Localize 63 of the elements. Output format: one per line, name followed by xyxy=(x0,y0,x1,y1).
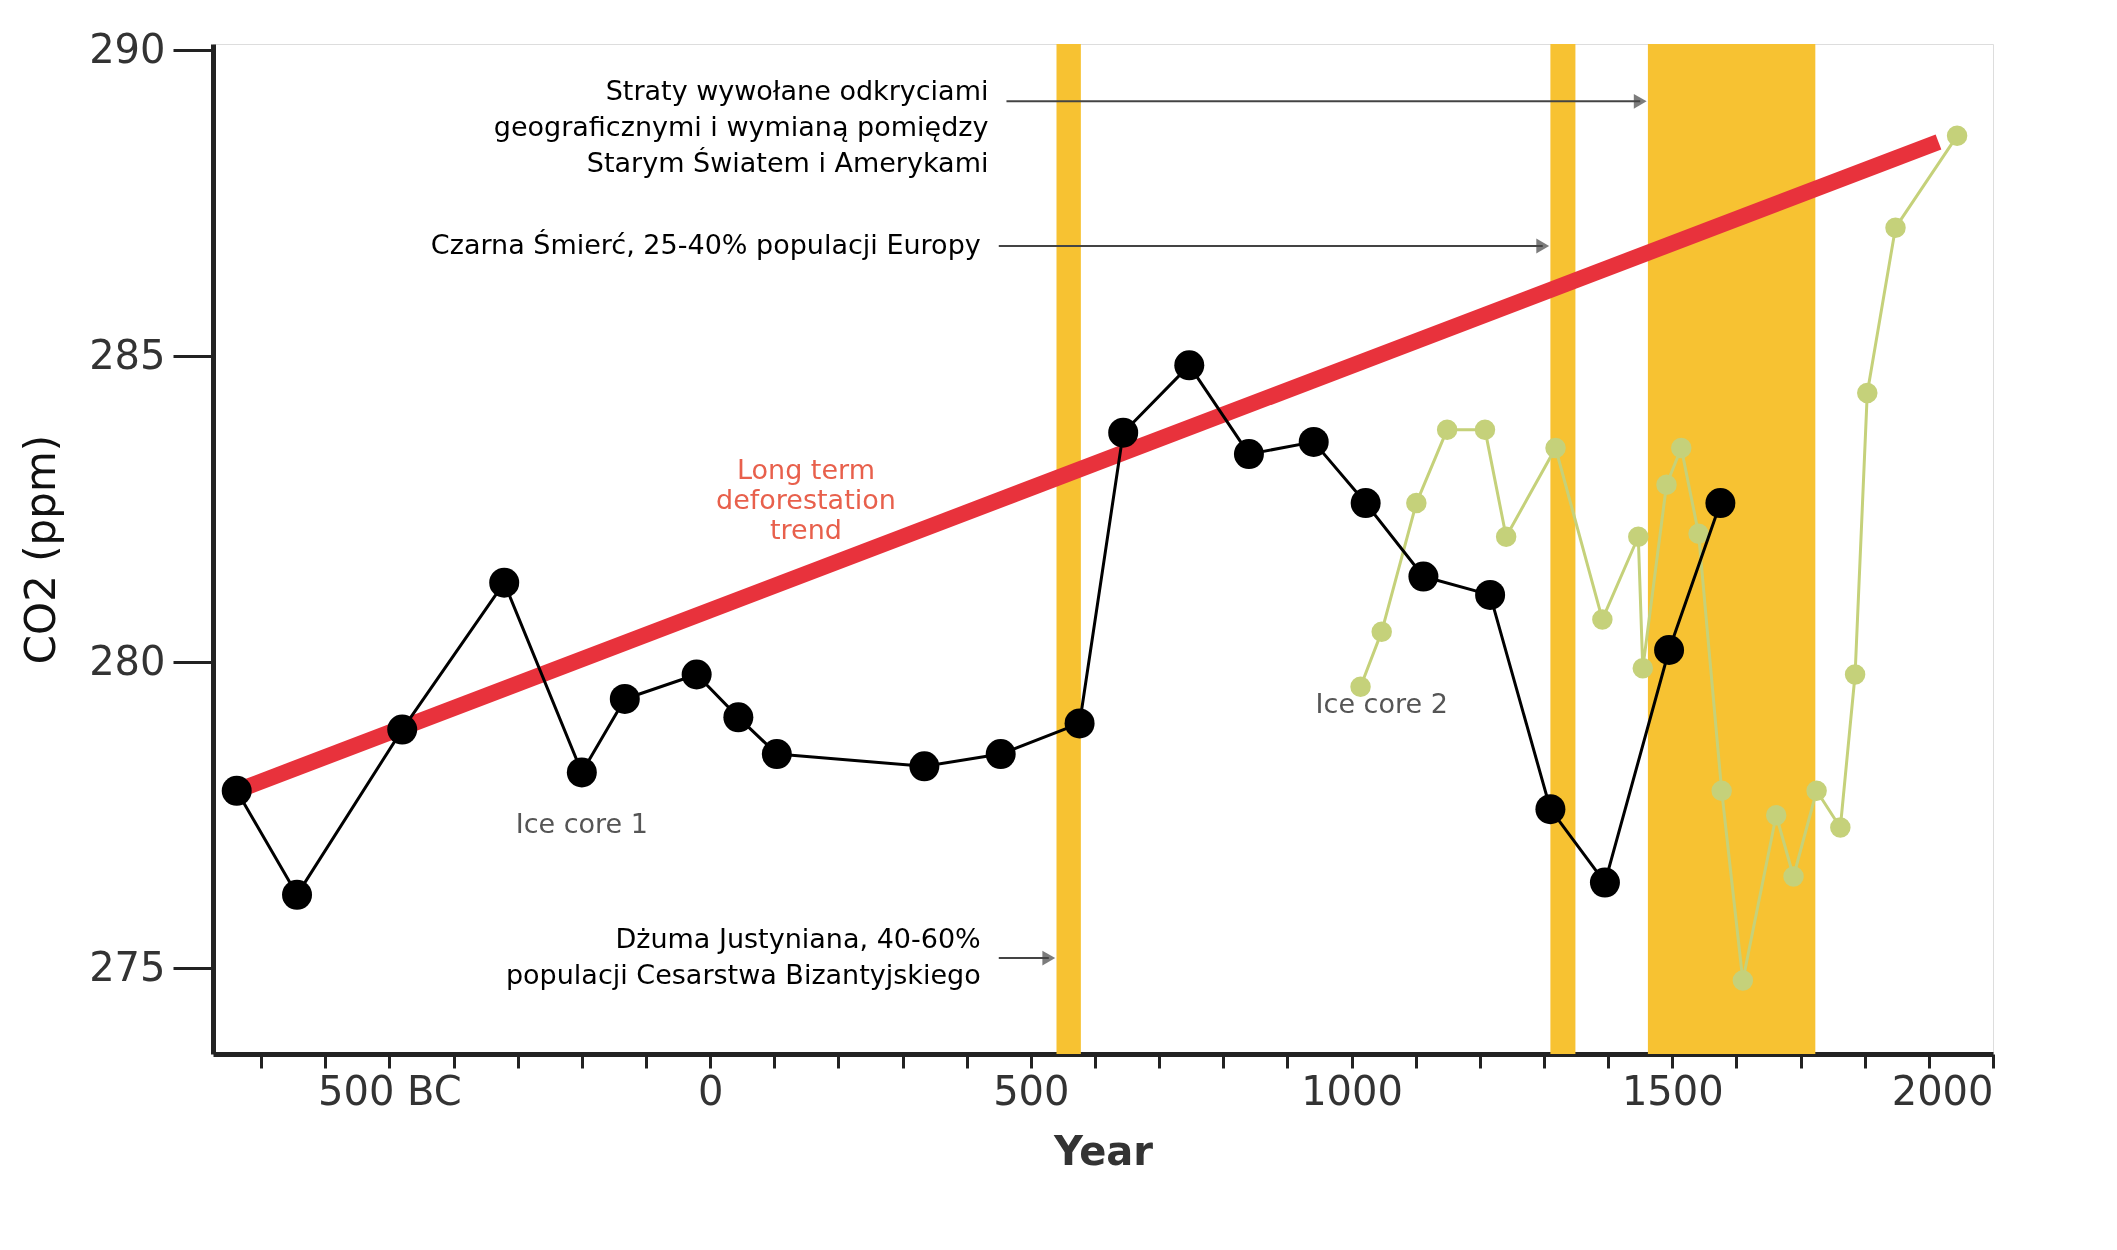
point xyxy=(1592,609,1613,630)
point xyxy=(1654,635,1685,665)
band-label: Czarna Śmierć, 25-40% populacji Europy xyxy=(430,229,981,260)
point xyxy=(985,739,1016,770)
point xyxy=(1298,426,1329,457)
point xyxy=(1545,437,1566,459)
point xyxy=(1174,350,1205,381)
x-tick-label: 1500 xyxy=(1621,1067,1724,1114)
band-label: Straty wywołane odkryciami geograficznymi i wymianą pomiędzy Starym Światem i Amerykami xyxy=(493,75,989,179)
x-tick-label: 2000 xyxy=(1891,1067,1994,1114)
band-label: Dżuma Justyniana, 40-60% populacji Cesarstwa Bizantyjskiego xyxy=(505,923,981,991)
point xyxy=(221,775,252,806)
point xyxy=(1628,526,1649,547)
point xyxy=(1671,437,1692,459)
point xyxy=(1475,579,1506,610)
point xyxy=(1656,474,1677,495)
point xyxy=(1844,664,1866,685)
x-axis-title: Year xyxy=(1052,1127,1154,1174)
point xyxy=(1732,970,1754,991)
point xyxy=(1946,125,1968,147)
x-tick-label: 0 xyxy=(697,1067,724,1114)
y-tick-label: 290 xyxy=(89,25,166,72)
point xyxy=(489,567,520,598)
point xyxy=(1688,523,1709,544)
point xyxy=(1108,417,1139,448)
point xyxy=(1233,439,1264,470)
point xyxy=(1371,621,1392,642)
point xyxy=(1806,780,1827,802)
point xyxy=(1436,419,1458,440)
point xyxy=(909,751,940,782)
point xyxy=(387,714,418,745)
point xyxy=(609,684,640,714)
point xyxy=(1783,866,1804,887)
y-axis-title: CO2 (ppm) xyxy=(16,434,66,665)
point xyxy=(761,739,792,770)
point xyxy=(1535,794,1566,825)
annotation: Ice core 2 xyxy=(1315,687,1448,719)
point xyxy=(1857,382,1878,404)
point xyxy=(681,659,712,690)
x-tick-label: 500 BC xyxy=(318,1067,462,1114)
point xyxy=(1408,561,1439,592)
annotation: Long term deforestation trend xyxy=(716,453,896,545)
point xyxy=(1474,419,1496,440)
y-tick-label: 285 xyxy=(89,331,166,378)
point xyxy=(566,757,597,788)
point xyxy=(282,879,313,910)
y-tick-label: 280 xyxy=(89,637,166,684)
x-tick-label: 500 xyxy=(993,1067,1070,1114)
x-tick-label: 1000 xyxy=(1301,1067,1403,1114)
point xyxy=(1406,492,1427,514)
point xyxy=(1885,217,1906,238)
point xyxy=(1711,780,1732,802)
point xyxy=(1705,488,1736,519)
y-tick-label: 275 xyxy=(89,943,166,990)
point xyxy=(1495,526,1517,547)
point xyxy=(1589,867,1620,898)
point xyxy=(1765,805,1787,826)
point xyxy=(1830,817,1851,838)
annotation: Ice core 1 xyxy=(515,808,648,840)
point xyxy=(1350,488,1381,519)
point xyxy=(1064,708,1095,739)
point xyxy=(723,702,754,733)
point xyxy=(1632,658,1654,679)
